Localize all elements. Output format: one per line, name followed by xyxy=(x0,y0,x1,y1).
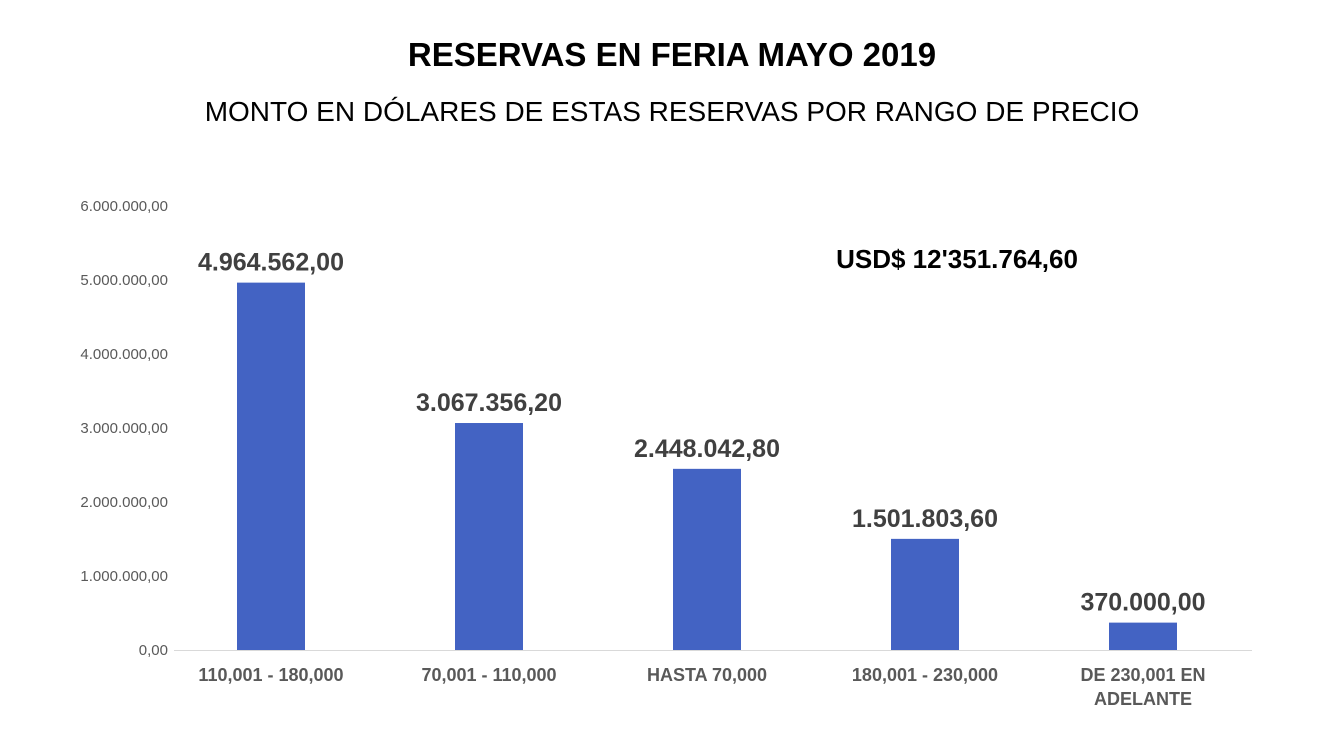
y-tick-label: 3.000.000,00 xyxy=(80,420,168,437)
y-tick-label: 6.000.000,00 xyxy=(80,198,168,215)
y-tick-label: 1.000.000,00 xyxy=(80,568,168,585)
bar xyxy=(237,282,305,650)
data-label: 4.964.562,00 xyxy=(198,249,344,277)
bar xyxy=(673,468,741,650)
data-label: 3.067.356,20 xyxy=(416,389,562,417)
data-labels: 4.964.562,00 3.067.356,20 2.448.042,80 1.50… xyxy=(198,249,1206,617)
chart-subtitle: MONTO EN DÓLARES DE ESTAS RESERVAS POR R… xyxy=(205,96,1140,127)
y-axis: 0,00 1.000.000,00 2.000.000,00 3.000.000,00… xyxy=(80,198,168,659)
y-tick-label: 4.000.000,00 xyxy=(80,346,168,363)
data-label: 370.000,00 xyxy=(1080,589,1205,617)
y-tick-label: 0,00 xyxy=(139,642,168,659)
bar xyxy=(1109,622,1177,650)
x-tick-label: DE 230,001 EN ADELANTE xyxy=(1080,665,1205,709)
x-tick-label: 180,001 - 230,000 xyxy=(852,665,998,685)
bar xyxy=(891,538,959,650)
x-tick-label: HASTA 70,000 xyxy=(647,665,767,685)
data-label: 1.501.803,60 xyxy=(852,505,998,533)
total-annotation: USD$ 12'351.764,60 xyxy=(836,244,1078,274)
bars xyxy=(237,282,1177,650)
x-tick-label: 70,001 - 110,000 xyxy=(421,665,556,685)
bar xyxy=(455,423,523,650)
x-axis: 110,001 - 180,000 70,001 - 110,000 HASTA 7… xyxy=(198,665,1205,709)
data-label: 2.448.042,80 xyxy=(634,435,780,463)
y-tick-label: 5.000.000,00 xyxy=(80,272,168,289)
x-tick-label: 110,001 - 180,000 xyxy=(198,665,343,685)
chart-title: RESERVAS EN FERIA MAYO 2019 xyxy=(408,36,936,73)
y-tick-label: 2.000.000,00 xyxy=(80,494,168,511)
